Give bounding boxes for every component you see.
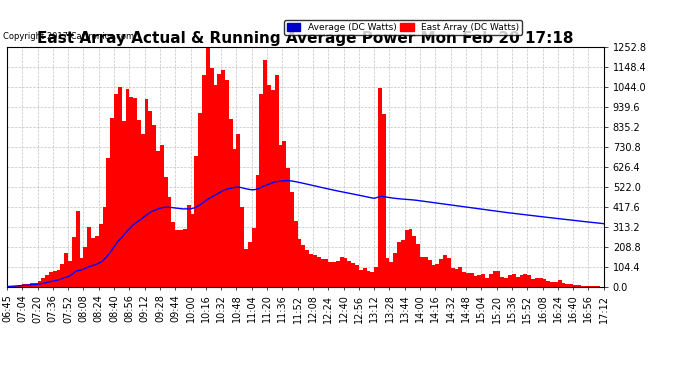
Text: Copyright 2017 Cartronics.com: Copyright 2017 Cartronics.com [3,32,135,41]
Title: East Array Actual & Running Average Power Mon Feb 20 17:18: East Array Actual & Running Average Powe… [37,31,573,46]
Legend: Average (DC Watts), East Array (DC Watts): Average (DC Watts), East Array (DC Watts… [284,20,522,34]
